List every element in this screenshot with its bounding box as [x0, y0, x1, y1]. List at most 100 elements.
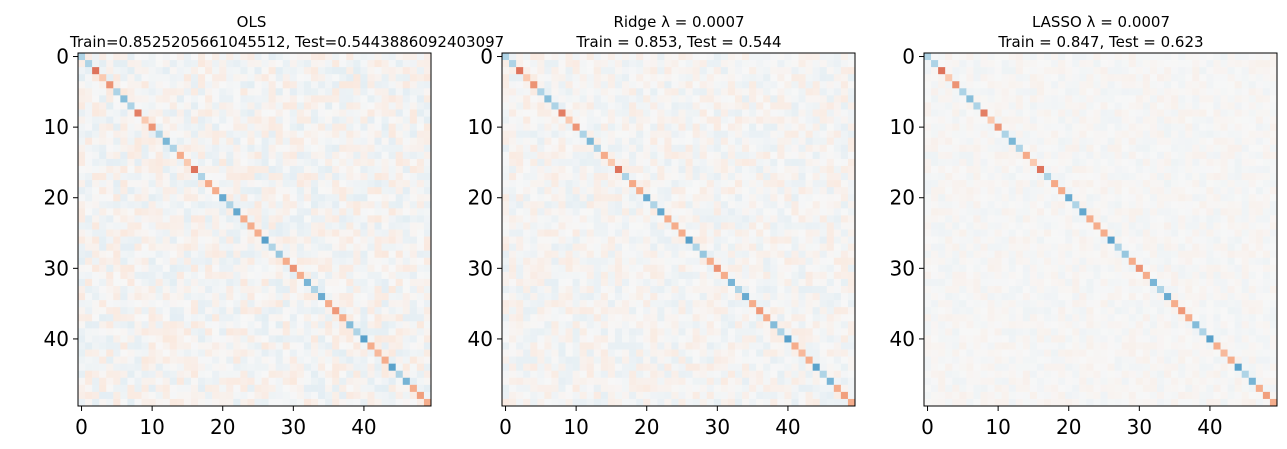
heatmap-cell	[261, 53, 269, 61]
heatmap-cell	[840, 321, 849, 329]
heatmap-cell	[127, 102, 135, 110]
heatmap-cell	[770, 257, 778, 266]
heatmap-cell	[629, 257, 637, 266]
heatmap-cell	[162, 53, 171, 61]
heatmap-cell	[395, 130, 404, 139]
heatmap-cell	[685, 208, 693, 216]
heatmap-cell	[367, 130, 375, 139]
heatmap-cell	[325, 53, 333, 61]
heatmap-cell	[685, 363, 693, 371]
heatmap-cell	[148, 109, 156, 117]
heatmap-cell	[593, 398, 602, 407]
heatmap-cell	[713, 243, 722, 251]
heatmap-cell	[268, 236, 276, 244]
heatmap-cell	[247, 391, 255, 400]
heatmap-cell	[586, 285, 595, 294]
heatmap-cell	[409, 236, 418, 244]
heatmap-cell	[99, 229, 107, 237]
heatmap-cell	[416, 215, 425, 223]
heatmap-cell	[763, 229, 771, 237]
heatmap-cell	[247, 285, 255, 294]
heatmap-cell	[233, 88, 241, 96]
heatmap-cell	[812, 215, 820, 223]
heatmap-cell	[593, 173, 602, 181]
heatmap-cell	[530, 250, 538, 259]
heatmap-cell	[85, 116, 93, 124]
heatmap-cell	[141, 102, 149, 110]
heatmap-cell	[756, 391, 764, 400]
heatmap-cell	[374, 60, 382, 68]
heatmap-cell	[402, 60, 411, 68]
heatmap-cell	[78, 321, 86, 329]
heatmap-cell	[671, 74, 679, 82]
heatmap-cell	[254, 201, 262, 209]
heatmap-cell	[777, 243, 785, 251]
heatmap-cell	[381, 67, 389, 75]
heatmap-cell	[310, 102, 319, 110]
heatmap-cell	[847, 144, 856, 153]
heatmap-cell	[289, 116, 298, 124]
heatmap-cell	[254, 180, 262, 188]
heatmap-cell	[614, 187, 623, 195]
heatmap-cell	[727, 363, 736, 371]
heatmap-cell	[720, 158, 729, 167]
heatmap-cell	[826, 222, 835, 230]
heatmap-cell	[268, 363, 276, 371]
heatmap-cell	[671, 158, 679, 167]
heatmap-cell	[169, 81, 178, 89]
heatmap-cell	[706, 229, 715, 237]
heatmap-cell	[106, 53, 114, 61]
heatmap-cell	[409, 307, 418, 315]
heatmap-cell	[169, 321, 178, 329]
heatmap-cell	[692, 349, 700, 357]
heatmap-cell	[346, 222, 354, 230]
heatmap-cell	[120, 165, 128, 174]
heatmap-cell	[756, 349, 764, 357]
heatmap-cell	[212, 314, 220, 322]
heatmap-cell	[296, 243, 305, 251]
heatmap-cell	[664, 109, 672, 117]
heatmap-cell	[593, 53, 602, 61]
heatmap-cell	[692, 307, 700, 315]
heatmap-cell	[720, 321, 729, 329]
heatmap-cell	[622, 243, 630, 251]
heatmap-cell	[303, 335, 312, 343]
heatmap-cell	[353, 222, 361, 230]
heatmap-cell	[332, 116, 340, 124]
heatmap-cell	[685, 187, 693, 195]
heatmap-cell	[847, 377, 856, 386]
heatmap-cell	[346, 398, 354, 407]
heatmap-cell	[713, 215, 722, 223]
heatmap-cell	[275, 151, 284, 160]
heatmap-cell	[502, 243, 510, 251]
heatmap-cell	[268, 349, 276, 357]
heatmap-cell	[777, 74, 785, 82]
heatmap-cell	[261, 187, 269, 195]
heatmap-cell	[742, 102, 750, 110]
heatmap-cell	[395, 74, 404, 82]
heatmap-cell	[353, 123, 361, 131]
heatmap-cell	[826, 109, 835, 117]
heatmap-cell	[296, 60, 305, 68]
heatmap-cell	[360, 95, 368, 103]
heatmap-cell	[106, 222, 114, 230]
heatmap-cell	[600, 222, 609, 230]
heatmap-cell	[416, 384, 425, 393]
heatmap-cell	[374, 293, 382, 301]
heatmap-cell	[706, 158, 715, 167]
heatmap-cell	[141, 314, 149, 322]
heatmap-cell	[629, 60, 637, 68]
heatmap-cell	[770, 194, 778, 202]
heatmap-cell	[409, 278, 418, 287]
heatmap-cell	[607, 158, 616, 167]
heatmap-cell	[148, 370, 156, 379]
heatmap-cell	[374, 342, 382, 350]
heatmap-cell	[134, 363, 142, 371]
heatmap-cell	[537, 144, 545, 153]
heatmap-cell	[233, 208, 241, 216]
heatmap-cell	[275, 53, 284, 61]
heatmap-cell	[78, 137, 86, 146]
heatmap-cell	[650, 300, 658, 308]
heatmap-cell	[572, 165, 580, 174]
heatmap-cell	[607, 123, 616, 131]
